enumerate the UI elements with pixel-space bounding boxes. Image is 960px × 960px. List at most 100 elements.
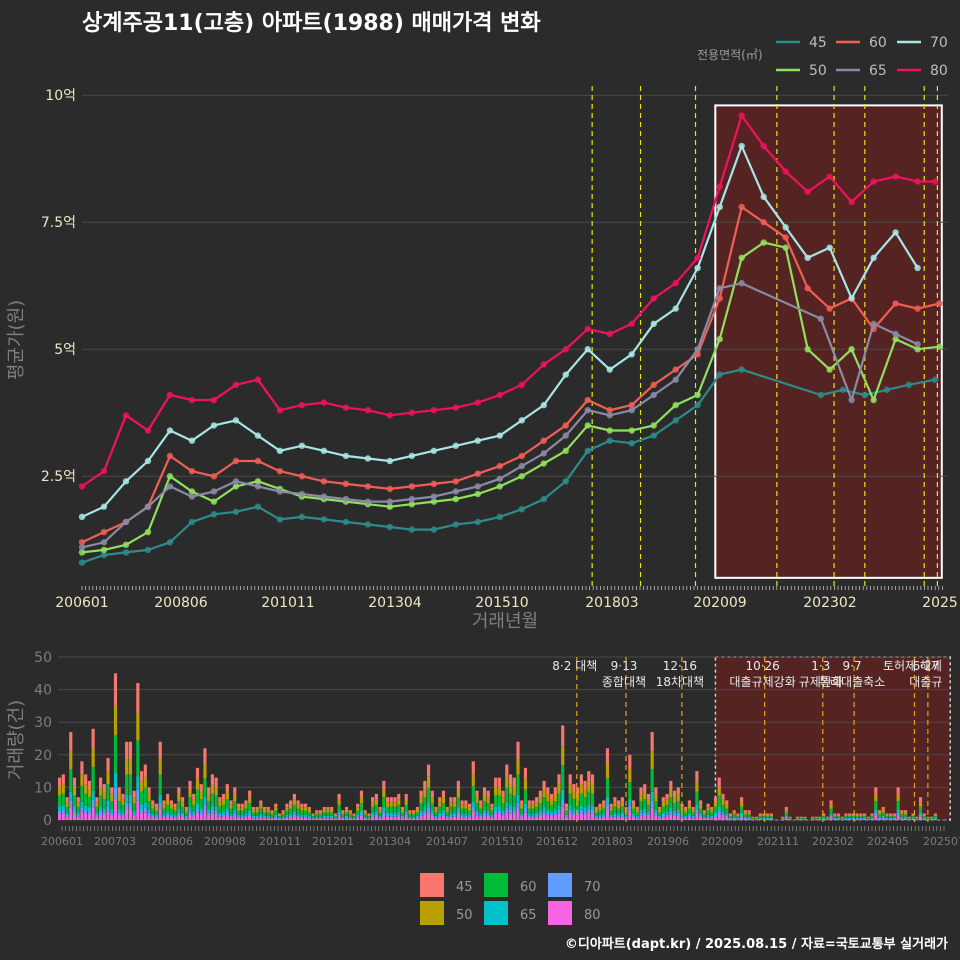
volume-bar <box>639 787 643 795</box>
volume-bar <box>918 802 923 807</box>
data-point-70 <box>716 203 723 211</box>
volume-bar <box>579 793 583 806</box>
volume-bar <box>803 819 807 821</box>
volume-bar <box>400 818 405 820</box>
volume-bar <box>471 761 475 775</box>
volume-bar <box>449 814 453 817</box>
volume-bar <box>836 814 841 817</box>
data-point-80 <box>694 254 701 261</box>
data-point-70 <box>122 478 130 485</box>
data-point-60 <box>782 234 789 241</box>
volume-bar <box>188 814 192 820</box>
volume-bar <box>207 787 211 795</box>
volume-bar <box>233 787 237 795</box>
volume-bar <box>352 817 356 819</box>
volume-bar <box>408 817 412 819</box>
volume-bar <box>218 812 222 815</box>
volume-bar <box>628 754 632 770</box>
data-point-45 <box>298 513 306 521</box>
volume-bar <box>572 784 576 793</box>
volume-bar <box>684 815 688 818</box>
volume-bar <box>139 771 144 782</box>
volume-bar <box>154 803 159 808</box>
data-point-70 <box>584 346 591 353</box>
data-point-45 <box>883 386 891 394</box>
volume-event-lines: 8·2 대책 9·13종합대책12·1618차대책10·26대출규제강화1·3규제… <box>552 657 942 822</box>
volume-bar <box>531 817 535 820</box>
volume-bar <box>866 819 870 821</box>
volume-bar <box>728 813 733 815</box>
volume-bar <box>58 777 62 787</box>
volume-bar <box>132 797 136 803</box>
volume-bar <box>132 810 136 814</box>
volume-bar <box>236 810 241 815</box>
volume-bar <box>747 812 751 815</box>
data-point-50 <box>584 422 591 429</box>
volume-bar <box>251 817 255 819</box>
volume-bar <box>296 813 300 816</box>
volume-bar <box>352 819 356 820</box>
data-point-45 <box>320 516 328 523</box>
volume-bar <box>322 812 326 816</box>
volume-bar <box>814 817 818 819</box>
volume-bar <box>546 815 550 820</box>
volume-bar <box>754 818 759 820</box>
volume-bar <box>911 816 915 818</box>
volume-bar <box>512 786 516 796</box>
volume-bar <box>162 813 166 816</box>
volume-bar <box>330 818 334 820</box>
volume-bar <box>900 810 904 813</box>
volume-bar <box>184 817 188 819</box>
volume-bar <box>766 813 770 815</box>
volume-bar <box>877 818 882 820</box>
volume-bar <box>419 797 423 803</box>
volume-bar <box>635 809 639 813</box>
volume-bar <box>549 816 554 820</box>
volume-bar <box>650 807 654 820</box>
price-y-axis-title: 평균가(원) <box>6 300 27 380</box>
volume-bar <box>274 807 278 811</box>
volume-bar <box>549 799 554 805</box>
volume-bar <box>859 819 863 820</box>
volume-bar <box>516 774 520 795</box>
volume-bar <box>762 817 766 819</box>
y-tick-label: 20 <box>34 748 52 764</box>
volume-bar <box>270 810 274 813</box>
volume-bar <box>322 806 326 810</box>
volume-bar <box>281 814 285 817</box>
volume-bar <box>106 806 110 812</box>
volume-bar <box>102 784 106 793</box>
volume-bar <box>732 810 736 813</box>
data-point-70 <box>386 457 394 465</box>
data-point-50 <box>122 541 130 549</box>
volume-bar <box>367 814 371 817</box>
volume-bar <box>195 803 200 809</box>
volume-bar <box>818 818 822 819</box>
volume-bar <box>203 748 207 765</box>
volume-bar <box>855 818 859 820</box>
volume-bar <box>520 815 524 818</box>
volume-bar <box>147 812 151 816</box>
data-point-45 <box>496 513 504 521</box>
volume-bar <box>594 806 598 810</box>
volume-bar <box>829 804 833 809</box>
volume-bar <box>881 812 885 816</box>
volume-bar <box>136 713 140 741</box>
volume-bar <box>874 794 878 802</box>
volume-bar <box>564 803 569 808</box>
volume-bar <box>788 817 792 819</box>
data-point-80 <box>188 396 196 404</box>
volume-bar <box>233 815 237 820</box>
volume-bar <box>281 817 285 819</box>
data-point-60 <box>650 381 657 388</box>
volume-bar <box>333 818 337 820</box>
volume-bar <box>568 805 572 810</box>
volume-bar <box>285 803 289 808</box>
volume-bar <box>203 809 207 820</box>
volume-bar <box>918 806 923 813</box>
volume-bar <box>65 802 69 807</box>
volume-bar <box>326 815 330 818</box>
volume-bar <box>195 812 200 820</box>
volume-bar <box>76 812 80 815</box>
volume-bar <box>512 777 516 787</box>
